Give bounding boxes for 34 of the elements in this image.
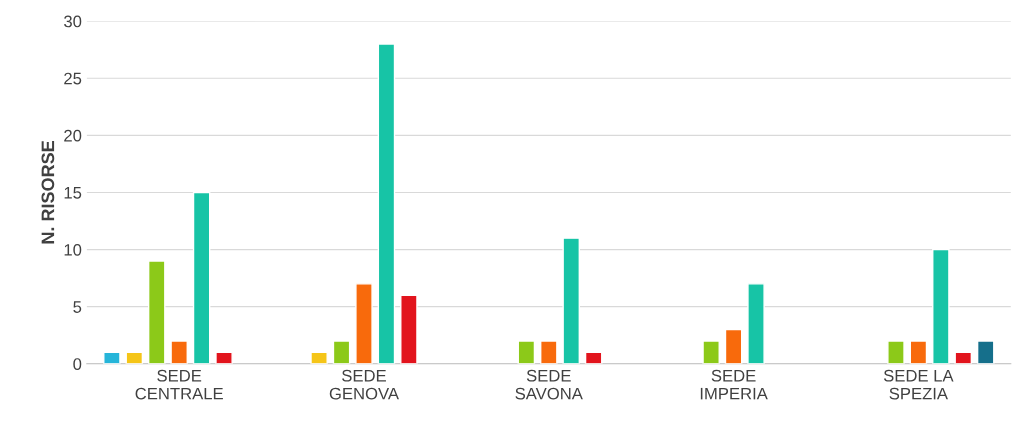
bar [215,351,233,364]
y-tick-label: 0 [73,358,82,370]
bar [355,283,373,364]
bar [170,340,188,364]
bar [517,340,536,364]
y-tick-label: 5 [73,301,82,313]
bar [147,260,166,364]
x-tick-label: SEDE CENTRALE [135,369,223,400]
bar [332,340,351,364]
y-tick-label: 25 [64,72,82,85]
y-tick-label: 20 [64,129,82,142]
x-tick-label: SEDE SAVONA [515,369,583,400]
y-tick-label: 15 [64,187,82,199]
x-tick-label: SEDE IMPERIA [700,369,768,400]
bar [724,328,743,364]
bar [192,191,211,364]
bar [377,43,396,364]
bar [310,351,328,364]
bar [887,340,905,364]
bar [747,283,765,364]
y-tick-label: 10 [64,243,82,256]
bar [909,340,928,364]
bar [540,340,558,364]
x-tick-label: SEDE GENOVA [329,369,399,400]
bar [932,248,950,364]
bar [976,340,995,364]
bar [400,294,418,364]
bar [562,237,581,364]
bar [954,351,973,364]
bar [702,340,720,364]
x-tick-label: SEDE LA SPEZIA [883,369,954,400]
bar [103,351,121,364]
y-tick-label: 30 [64,15,82,28]
y-axis-title: N. RISORSE [41,141,55,244]
